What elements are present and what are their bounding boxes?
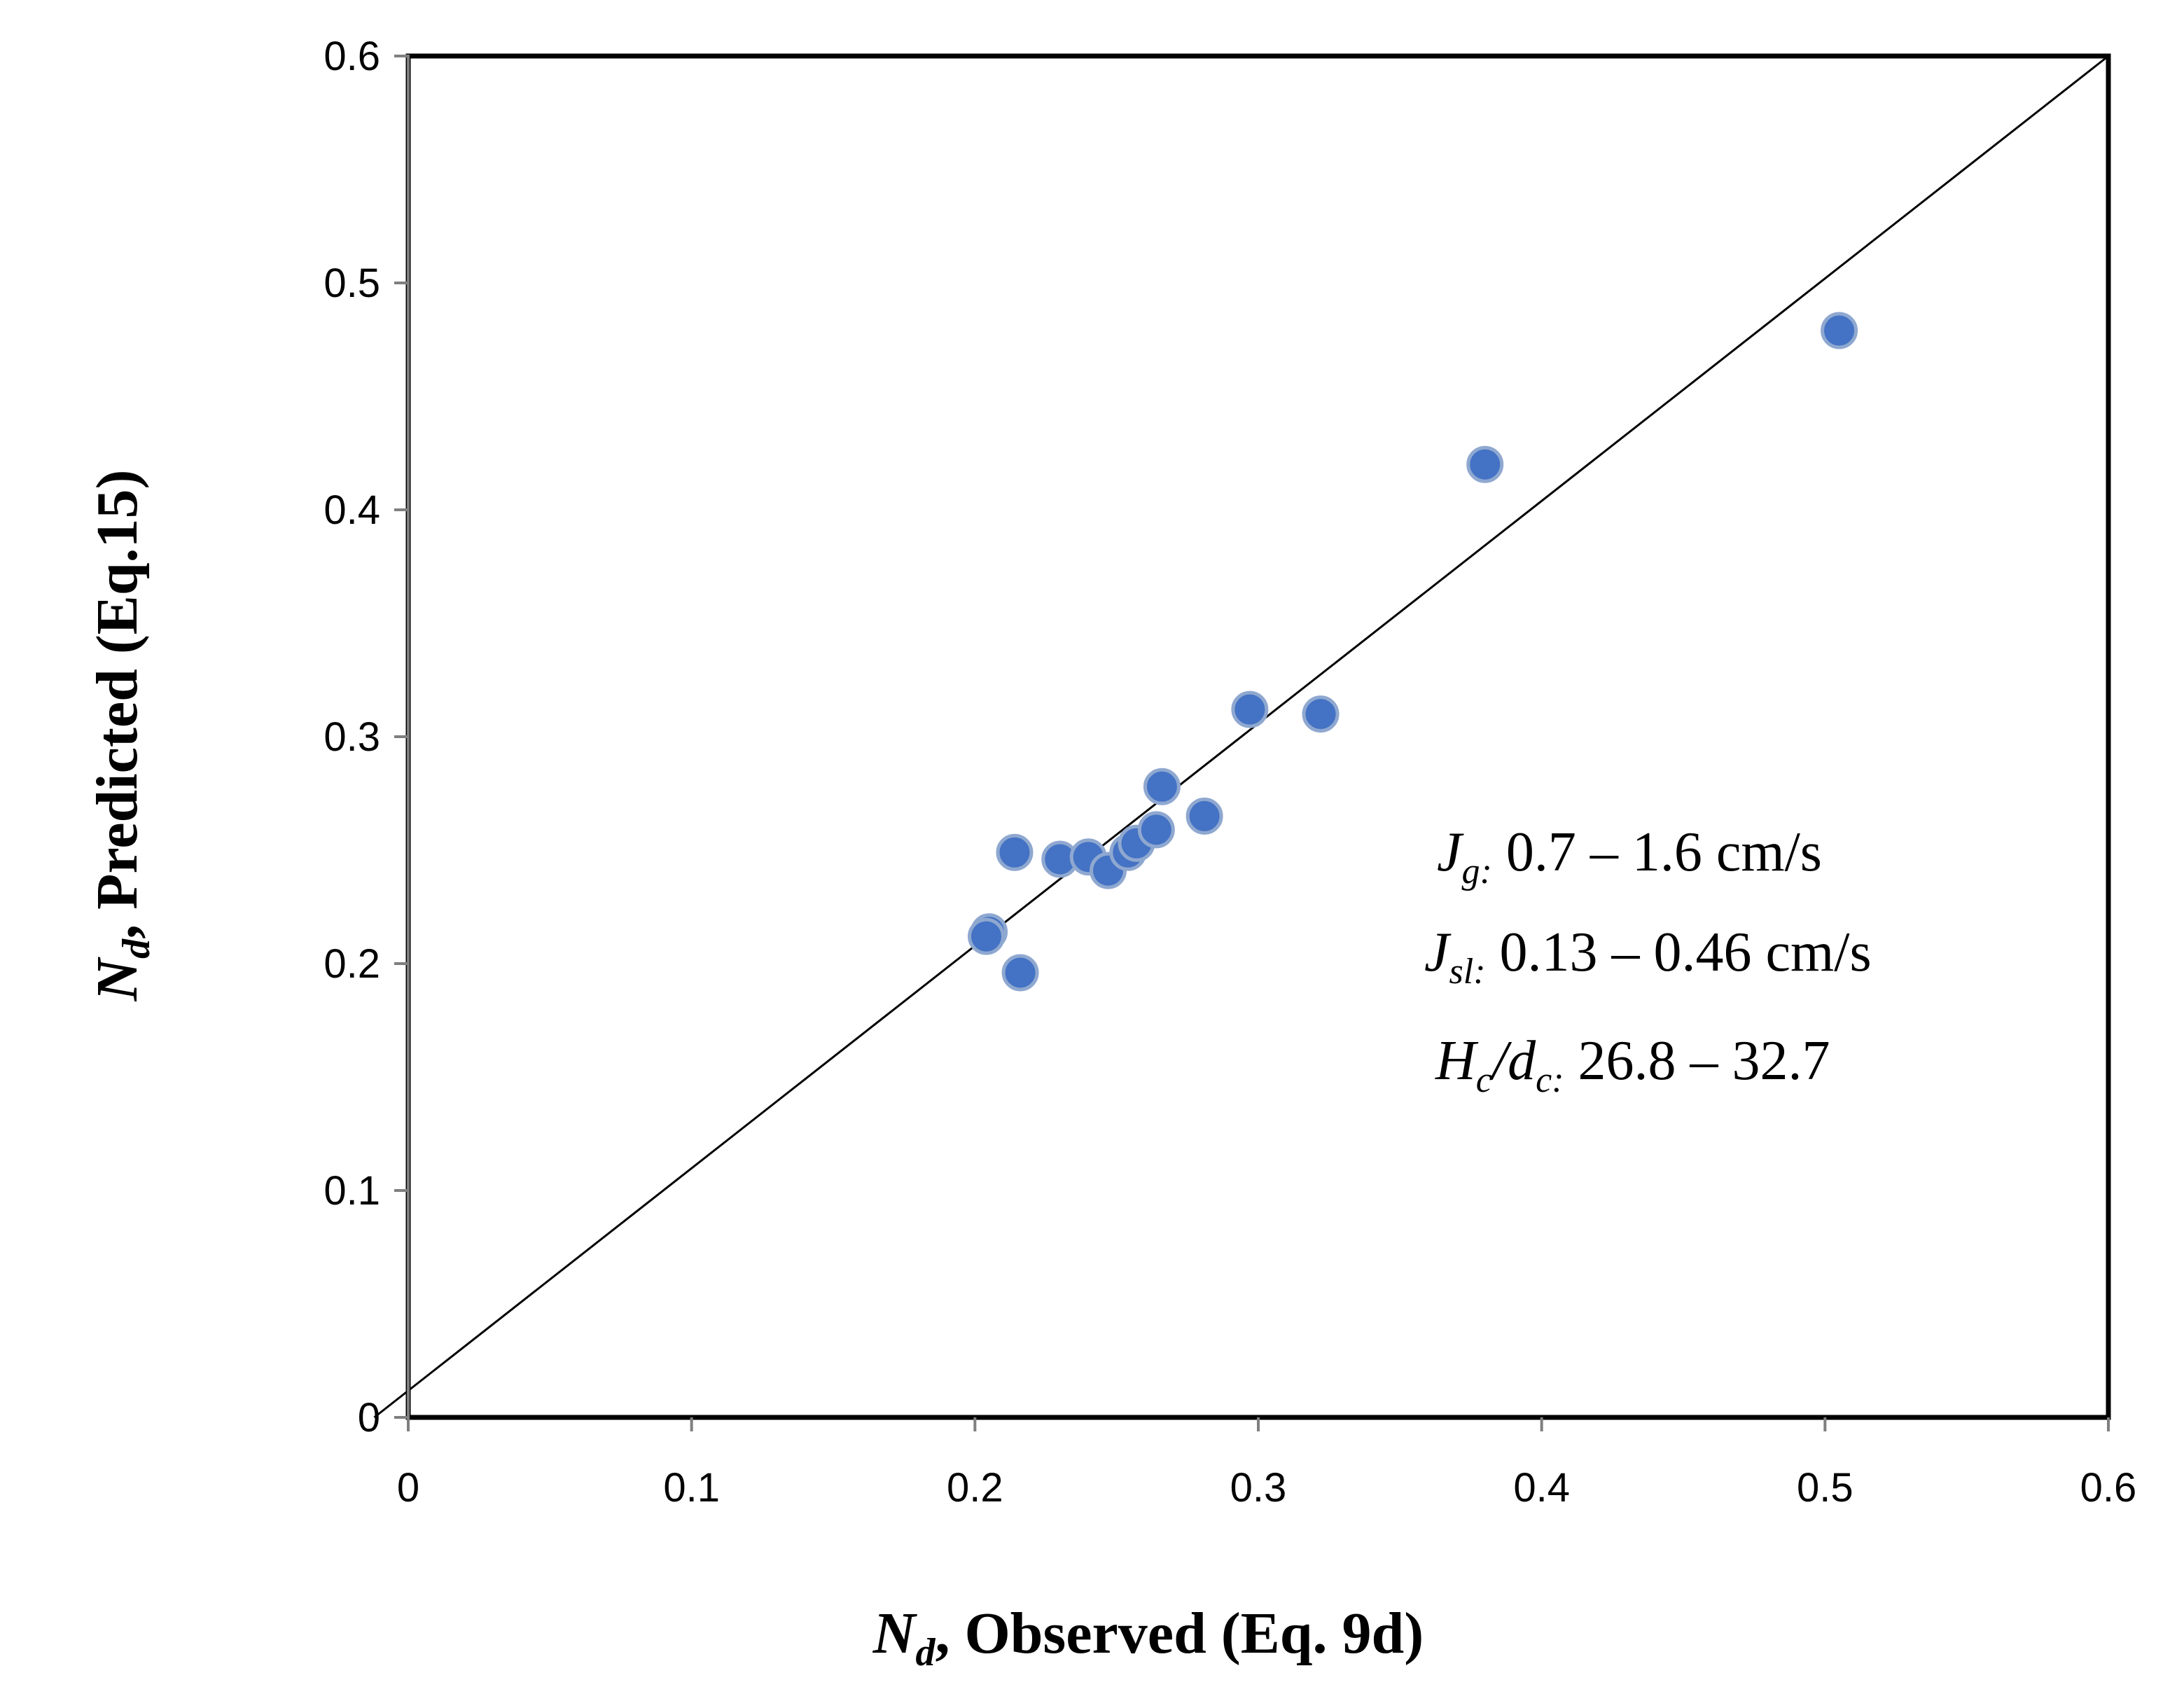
- data-point: [1185, 797, 1223, 835]
- y-tick-label: 0.2: [324, 941, 380, 987]
- plot-frame: [405, 53, 2111, 1420]
- data-point: [1231, 690, 1269, 728]
- x-tick-label: 0.6: [2080, 1465, 2137, 1511]
- data-point: [968, 917, 1006, 955]
- y-tick-label: 0.4: [324, 487, 380, 533]
- annotation-hc-dc: Hc/dc: 26.8 – 32.7: [1435, 1030, 1830, 1100]
- data-point: [1143, 768, 1181, 805]
- data-points: [968, 312, 1858, 992]
- data-point: [1821, 312, 1858, 349]
- annotation-jsl: Jsl: 0.13 – 0.46 cm/s: [1424, 922, 1872, 992]
- x-tick-label: 0: [397, 1465, 419, 1511]
- y-tick-label: 0.5: [324, 261, 380, 306]
- data-point: [996, 833, 1034, 871]
- data-point: [1001, 954, 1039, 992]
- x-tick-label: 0.1: [663, 1465, 720, 1511]
- x-axis-title: Nd, Observed (Eq. 9d): [872, 1601, 1424, 1674]
- x-tick-label: 0.3: [1230, 1465, 1287, 1511]
- y-axis-ticks: 0 0.1 0.2 0.3 0.4 0.5 0.6: [324, 34, 408, 1440]
- data-point: [1137, 811, 1175, 849]
- x-axis-ticks: 0 0.1 0.2 0.3 0.4 0.5 0.6: [397, 1417, 2136, 1511]
- data-point: [1302, 695, 1340, 733]
- x-tick-label: 0.4: [1513, 1465, 1570, 1511]
- annotation-jg: Jg: 0.7 – 1.6 cm/s: [1437, 821, 1822, 891]
- y-tick-label: 0.1: [324, 1168, 380, 1214]
- reference-line: [373, 55, 2109, 1419]
- x-tick-label: 0.2: [947, 1465, 1003, 1511]
- y-tick-label: 0.6: [324, 34, 380, 79]
- y-tick-label: 0: [358, 1395, 380, 1440]
- x-tick-label: 0.5: [1797, 1465, 1853, 1511]
- y-tick-label: 0.3: [324, 714, 380, 760]
- y-axis-title: Nd, Predicted (Eq.15): [85, 469, 158, 1001]
- data-point: [1466, 445, 1504, 483]
